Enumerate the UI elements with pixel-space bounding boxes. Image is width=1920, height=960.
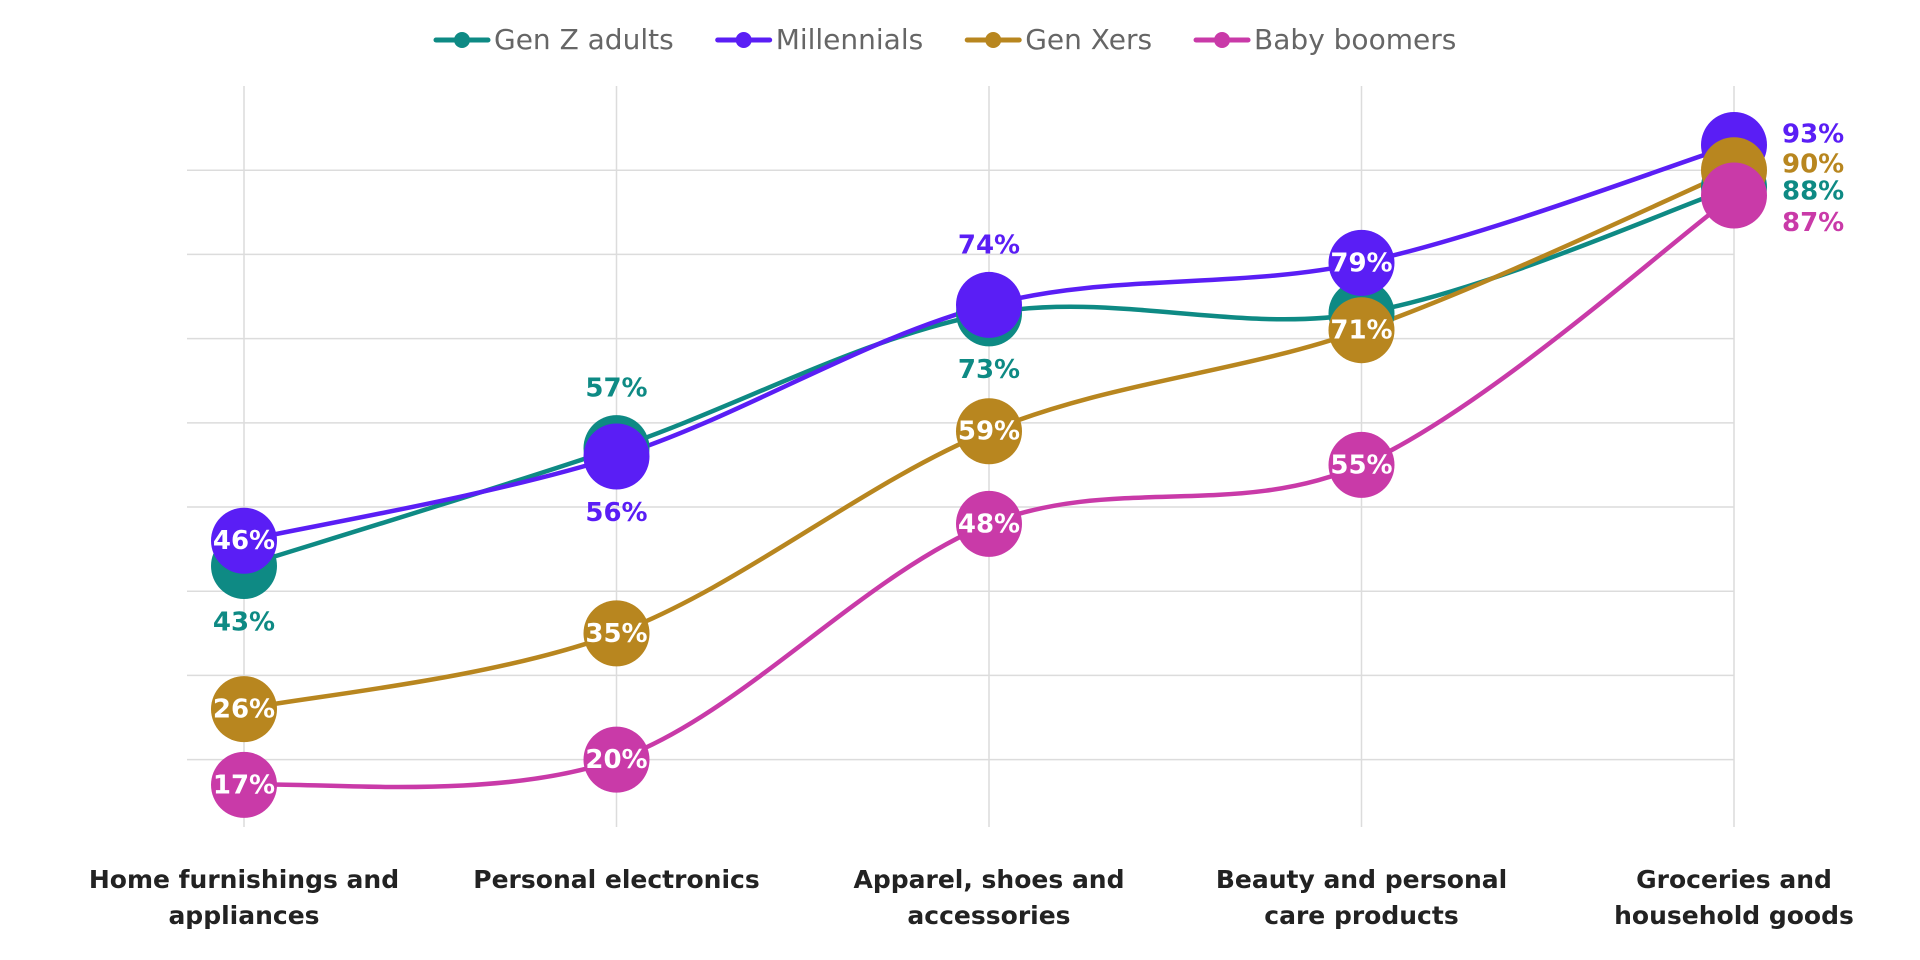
value-label: 46% (213, 526, 275, 556)
data-point (211, 676, 277, 743)
value-label: 57% (585, 374, 647, 404)
value-label: 26% (213, 695, 275, 725)
x-tick-label: Personal electronics (473, 865, 760, 894)
data-point (1328, 431, 1395, 498)
value-label: 48% (958, 509, 1020, 539)
legend-dot (985, 32, 1002, 48)
value-label: 88% (1782, 177, 1844, 207)
legend-label: Baby boomers (1254, 23, 1456, 56)
data-point (1328, 229, 1395, 296)
value-label: 43% (213, 607, 275, 637)
x-tick-label: Groceries and household goods (1614, 865, 1854, 930)
value-label: 73% (958, 355, 1020, 385)
value-label: 56% (585, 498, 647, 528)
data-point (1328, 297, 1395, 364)
value-label: 59% (958, 417, 1020, 447)
legend-dot (735, 32, 752, 48)
value-label: 17% (213, 770, 275, 800)
legend-label: Millennials (776, 23, 924, 56)
value-label: 87% (1782, 208, 1844, 238)
value-label: 90% (1782, 150, 1844, 180)
legend-label: Gen Xers (1025, 23, 1152, 56)
data-point (583, 600, 650, 667)
data-point (1701, 162, 1767, 229)
data-point (956, 271, 1022, 338)
value-label: 55% (1330, 450, 1392, 480)
x-tick-label: Beauty and personal care products (1215, 865, 1508, 930)
legend-dot (1214, 32, 1231, 48)
value-label: 93% (1782, 119, 1844, 149)
data-point (211, 751, 277, 818)
value-label: 71% (1330, 316, 1392, 346)
data-point (211, 507, 277, 574)
data-point (956, 398, 1022, 465)
data-point (956, 490, 1022, 557)
x-tick-label: Apparel, shoes and accessories (853, 865, 1125, 930)
x-tick-label: Home furnishings and appliances (88, 865, 400, 930)
value-label: 20% (585, 745, 647, 775)
value-label: 79% (1330, 248, 1392, 278)
legend-dot (454, 32, 470, 48)
data-point (583, 423, 650, 490)
value-label: 35% (585, 619, 647, 649)
value-label: 74% (958, 230, 1020, 260)
legend-label: Gen Z adults (494, 23, 674, 56)
data-point (583, 726, 650, 793)
